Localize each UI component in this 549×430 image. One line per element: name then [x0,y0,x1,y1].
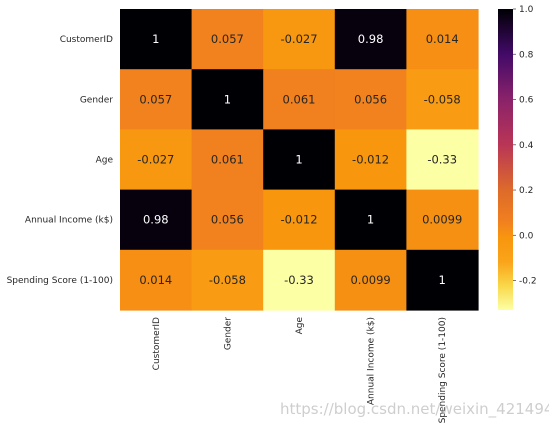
heatmap-cell [263,9,336,70]
cell-value-label: 0.014 [139,273,172,287]
x-tick-gender: Gender [223,317,233,350]
x-tick-customerid: CustomerID [152,317,162,370]
cell-value-label: 0.061 [283,92,316,106]
watermark: https://blog.csdn.net/weixin_42149467 [280,400,549,418]
heatmap-cell [263,249,336,311]
heatmap-cell [406,9,479,70]
cell-value-label: 0.057 [139,92,172,106]
heatmap-cell [263,69,336,130]
colorbar-tick-label: 0.0 [519,231,534,241]
heatmap-cell [191,249,264,311]
cell-value-label: 0.061 [211,153,244,167]
heatmap-cell [406,249,479,311]
y-tick-age: Age [96,156,114,166]
cell-value-label: -0.012 [352,153,389,167]
colorbar-tick-label: 0.2 [519,186,533,196]
colorbar-ticks: 1.0 0.8 0.6 0.4 0.2 0.0 -0.2 [513,5,537,287]
cell-value-label: 0.056 [211,213,244,227]
colorbar-tick-label: 0.4 [519,141,534,151]
cell-value-label: 0.98 [358,32,384,46]
heatmap-cell [120,9,193,70]
heatmap-cell [120,129,193,191]
cell-value-label: 0.056 [354,92,387,106]
cell-value-label: 1 [367,213,374,227]
y-tick-labels: CustomerID Gender Age Annual Income (k$) Spe… [7,35,114,286]
heatmap-cell [120,189,193,251]
x-tick-annual-income-k: Annual Income (k$) [367,317,377,405]
cell-value-label: 1 [295,153,302,167]
heatmap-cell [263,189,336,251]
x-tick-labels: CustomerID Gender Age Annual Income (k$) Spe… [152,317,448,424]
colorbar-tick-label: 0.8 [519,50,534,60]
cell-value-label: 0.98 [143,213,169,227]
cell-value-label: 1 [152,32,159,46]
cell-value-label: 1 [224,92,231,106]
heatmap-cell [120,69,193,130]
cell-value-label: 0.0099 [350,273,390,287]
x-tick-age: Age [295,317,305,335]
cell-value-label: -0.058 [424,92,461,106]
cell-value-label: 0.0099 [422,213,462,227]
cell-value-label: 1 [439,273,446,287]
colorbar-tick-label: 1.0 [519,5,534,15]
heatmap-cell [334,189,407,251]
heatmap-cell [406,189,479,251]
cell-value-label: -0.027 [280,32,317,46]
cell-value-label: -0.027 [137,153,174,167]
heatmap-cell [191,69,264,130]
heatmap-cell [334,249,407,311]
cell-value-label: -0.33 [427,153,457,167]
y-tick-customerid: CustomerID [60,35,113,45]
colorbar-tick-label: -0.2 [519,277,537,287]
y-tick-gender: Gender [80,95,113,105]
heatmap-cell [334,9,407,70]
heatmap-cell [406,129,479,191]
y-tick-annual-income-k: Annual Income (k$) [25,216,113,226]
heatmap-cell [191,129,264,191]
y-tick-spending-score-1-100: Spending Score (1-100) [7,276,113,286]
heatmap-cell [120,249,193,311]
heatmap-cell [334,129,407,191]
cell-value-label: -0.33 [284,273,314,287]
heatmap-cells: 1 0.057 -0.027 0.98 0.014 0.057 1 0.061 0.056 -0.… [120,9,479,311]
cell-value-label: 0.057 [211,32,244,46]
heatmap-cell [406,69,479,130]
x-tick-spending-score-1-100: Spending Score (1-100) [438,317,448,423]
colorbar-tick-label: 0.6 [519,96,534,106]
heatmap-cell [334,69,407,130]
cell-value-label: 0.014 [426,32,459,46]
heatmap-cell [191,189,264,251]
heatmap-cell [263,129,336,191]
colorbar [498,9,513,310]
heatmap-cell [191,9,264,70]
cell-value-label: -0.012 [280,213,317,227]
cell-value-label: -0.058 [209,273,246,287]
